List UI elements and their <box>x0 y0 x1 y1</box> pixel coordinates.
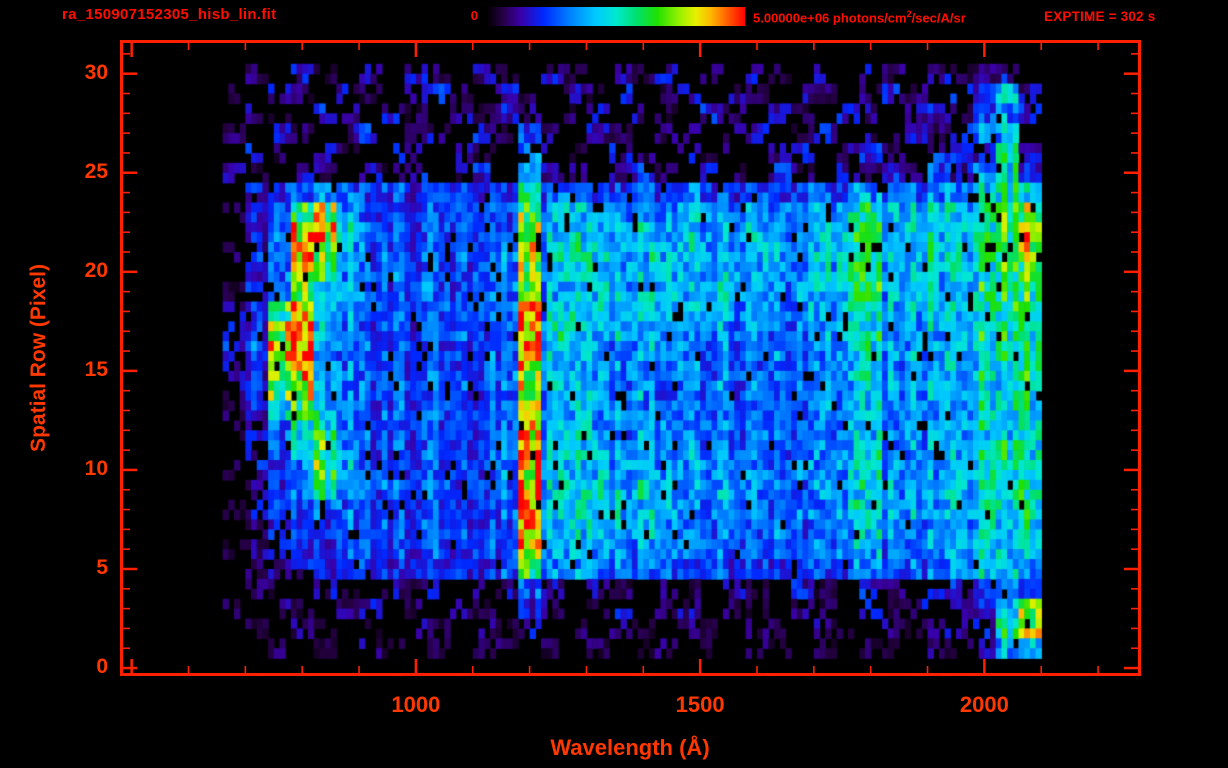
y-tick-label: 25 <box>84 159 108 183</box>
colorbar <box>487 7 745 26</box>
x-tick-label: 1500 <box>675 692 725 717</box>
y-tick-label: 15 <box>84 357 108 381</box>
colorbar-max-prefix: 5.00000e+06 photons/cm <box>753 10 907 26</box>
y-tick-label: 5 <box>96 555 108 579</box>
colorbar-max-suffix: /sec/A/sr <box>911 10 966 26</box>
spectral-heatmap <box>122 42 1139 674</box>
y-tick-label: 0 <box>96 655 108 679</box>
colorbar-max-superscript: 2 <box>906 9 912 19</box>
x-tick-label: 2000 <box>959 692 1009 717</box>
colorbar-min-label: 0 <box>470 8 478 23</box>
y-tick-label: 10 <box>84 456 108 480</box>
y-tick-label: 30 <box>84 60 108 84</box>
plot-frame <box>120 40 1141 676</box>
x-tick-label: 1000 <box>391 692 441 717</box>
x-axis-title: Wavelength (Å) <box>550 735 710 760</box>
y-tick-label: 20 <box>84 258 108 282</box>
filename-label: ra_150907152305_hisb_lin.fit <box>62 6 277 23</box>
colorbar-max-label: 5.00000e+06 photons/cm2/sec/A/sr <box>753 9 966 25</box>
y-axis-title: Spatial Row (Pixel) <box>27 264 50 452</box>
exptime-label: EXPTIME = 302 s <box>1044 9 1156 24</box>
axis-frame <box>120 40 1141 676</box>
